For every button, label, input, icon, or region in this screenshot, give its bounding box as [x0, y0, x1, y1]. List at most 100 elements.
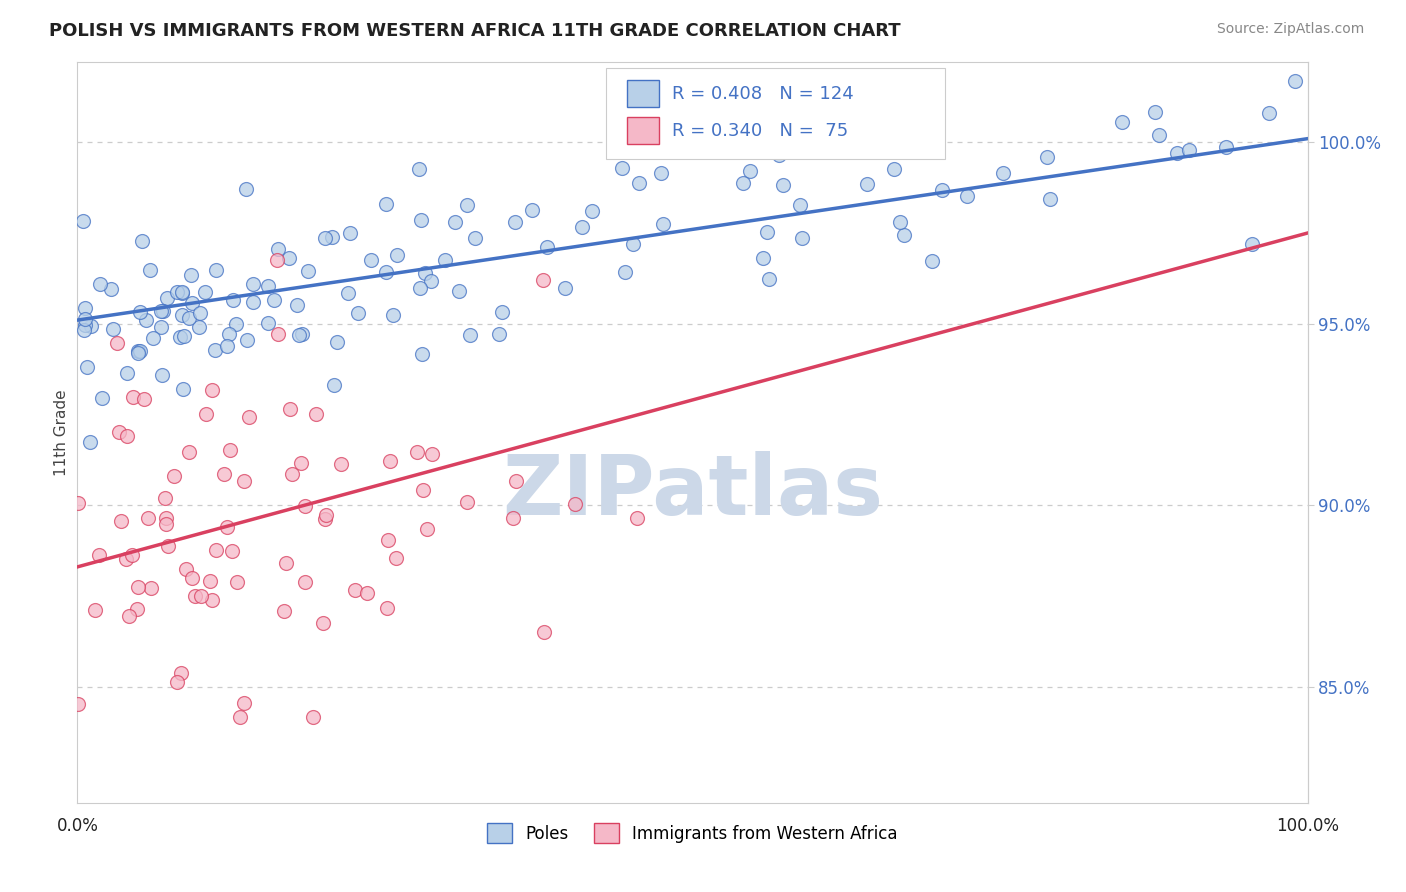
Point	[740, 164, 762, 178]
Point	[152, 304, 174, 318]
Point	[652, 217, 675, 231]
Y-axis label: 11th Grade: 11th Grade	[53, 389, 69, 476]
Bar	[627, 80, 659, 107]
Point	[456, 197, 478, 211]
Point	[1284, 74, 1306, 88]
Point	[621, 236, 644, 251]
Point	[297, 264, 319, 278]
Point	[931, 183, 953, 197]
Point	[613, 265, 636, 279]
Point	[194, 285, 217, 299]
Point	[378, 454, 401, 468]
Point	[536, 240, 558, 254]
Point	[226, 574, 249, 589]
Point	[281, 467, 304, 482]
Point	[217, 520, 239, 534]
Point	[790, 231, 813, 245]
Point	[356, 586, 378, 600]
Point	[177, 444, 200, 458]
Point	[278, 402, 301, 417]
Point	[127, 346, 149, 360]
Point	[214, 467, 236, 482]
Point	[444, 215, 467, 229]
Point	[415, 266, 437, 280]
Point	[883, 161, 905, 176]
Point	[458, 327, 481, 342]
Point	[115, 551, 138, 566]
Point	[263, 293, 285, 308]
Point	[1177, 143, 1199, 157]
Point	[188, 319, 211, 334]
Point	[273, 603, 295, 617]
Point	[190, 589, 212, 603]
Point	[142, 331, 165, 345]
Point	[520, 203, 543, 218]
Point	[360, 252, 382, 267]
Point	[733, 176, 755, 190]
FancyBboxPatch shape	[606, 69, 945, 159]
Point	[302, 710, 325, 724]
Point	[287, 327, 309, 342]
Point	[121, 548, 143, 562]
Point	[505, 474, 527, 488]
Point	[172, 382, 194, 396]
Point	[204, 262, 226, 277]
Point	[267, 242, 290, 256]
Point	[256, 316, 278, 330]
Point	[181, 295, 204, 310]
Point	[1111, 115, 1133, 129]
Text: ZIPatlas: ZIPatlas	[502, 451, 883, 533]
Point	[772, 178, 794, 193]
Point	[312, 616, 335, 631]
Point	[408, 161, 430, 176]
Point	[163, 469, 186, 483]
Point	[225, 317, 247, 331]
Point	[170, 285, 193, 299]
Point	[139, 581, 162, 595]
Point	[789, 197, 811, 211]
Point	[343, 583, 366, 598]
Point	[610, 161, 633, 175]
Point	[314, 231, 336, 245]
Point	[150, 304, 173, 318]
Point	[1147, 128, 1170, 142]
Point	[108, 425, 131, 439]
Point	[194, 407, 217, 421]
Point	[132, 392, 155, 407]
Point	[330, 457, 353, 471]
Point	[921, 254, 943, 268]
Point	[215, 339, 238, 353]
Point	[564, 497, 586, 511]
Point	[267, 326, 290, 341]
Point	[115, 429, 138, 443]
Point	[411, 347, 433, 361]
Point	[1036, 150, 1059, 164]
Text: 100.0%: 100.0%	[1277, 817, 1339, 835]
Point	[156, 292, 179, 306]
Point	[1215, 140, 1237, 154]
Point	[73, 301, 96, 316]
Point	[166, 675, 188, 690]
Point	[89, 548, 111, 562]
Point	[374, 265, 396, 279]
Point	[233, 696, 256, 710]
Point	[76, 360, 98, 375]
Point	[188, 306, 211, 320]
Point	[125, 602, 148, 616]
Point	[169, 329, 191, 343]
Point	[66, 496, 89, 510]
Point	[554, 281, 576, 295]
Point	[256, 279, 278, 293]
Point	[229, 710, 252, 724]
Point	[157, 539, 180, 553]
Point	[117, 608, 139, 623]
Point	[339, 227, 361, 241]
Point	[893, 227, 915, 242]
Text: R = 0.340   N =  75: R = 0.340 N = 75	[672, 121, 848, 139]
Point	[201, 383, 224, 397]
Point	[72, 214, 94, 228]
Point	[412, 483, 434, 498]
Point	[409, 281, 432, 295]
Point	[416, 522, 439, 536]
Point	[385, 551, 408, 566]
